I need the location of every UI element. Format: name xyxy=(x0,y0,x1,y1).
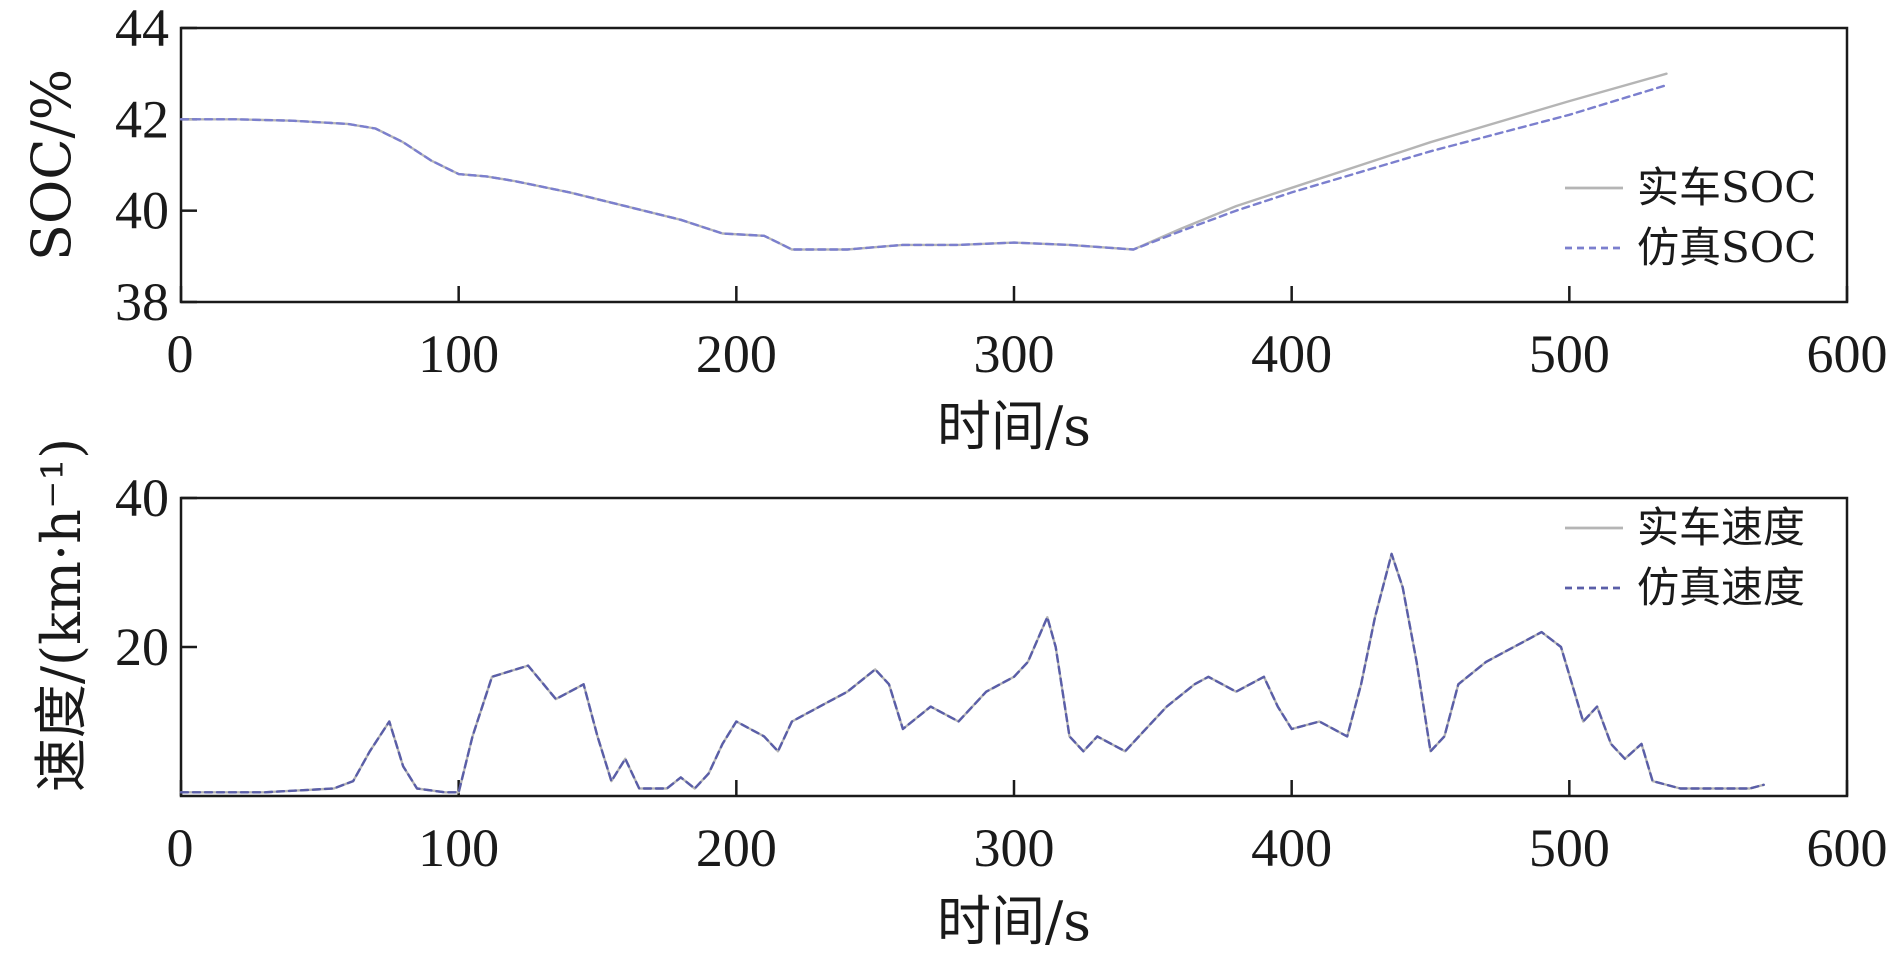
soc-y-tick-label: 38 xyxy=(115,272,169,332)
soc-x-axis-title: 时间/s xyxy=(937,395,1091,458)
speed-plot-frame xyxy=(179,496,1849,798)
speed-x-axis-title: 时间/s xyxy=(937,890,1091,953)
soc-legend: 实车SOC 仿真SOC xyxy=(1565,163,1816,272)
speed-series xyxy=(179,552,1765,794)
speed-x-tick-label: 300 xyxy=(974,818,1055,878)
soc-y-tick-label: 44 xyxy=(115,0,169,58)
soc-x-tick-label: 600 xyxy=(1807,324,1888,384)
soc-legend-label-1: 实车SOC xyxy=(1637,163,1816,212)
soc-x-ticks: 0 100 200 300 400 500 600 xyxy=(167,286,1888,384)
soc-series-line-1 xyxy=(179,72,1668,251)
speed-x-tick-label: 100 xyxy=(418,818,499,878)
soc-x-tick-label: 500 xyxy=(1529,324,1610,384)
speed-x-tick-label: 0 xyxy=(167,818,194,878)
speed-y-tick-label: 20 xyxy=(115,617,169,677)
speed-series-line-1 xyxy=(179,552,1765,794)
speed-series-line-2 xyxy=(179,552,1765,794)
speed-x-ticks: 0 100 200 300 400 500 600 xyxy=(167,780,1888,878)
soc-legend-label-2: 仿真SOC xyxy=(1637,223,1816,272)
soc-x-tick-label: 0 xyxy=(167,324,194,384)
soc-x-tick-label: 300 xyxy=(974,324,1055,384)
speed-y-tick-label: 40 xyxy=(115,468,169,528)
soc-plot-frame xyxy=(179,26,1849,304)
speed-x-tick-label: 200 xyxy=(696,818,777,878)
soc-y-axis-title: SOC/% xyxy=(20,69,83,261)
soc-y-tick-label: 42 xyxy=(115,89,169,149)
speed-legend-label-2: 仿真速度 xyxy=(1637,563,1805,612)
soc-y-ticks: 38 40 42 44 xyxy=(115,0,197,332)
soc-series xyxy=(179,72,1668,251)
soc-x-tick-label: 100 xyxy=(418,324,499,384)
soc-x-tick-label: 400 xyxy=(1251,324,1332,384)
speed-x-tick-label: 400 xyxy=(1251,818,1332,878)
soc-x-tick-label: 200 xyxy=(696,324,777,384)
speed-legend-label-1: 实车速度 xyxy=(1637,503,1805,552)
speed-y-axis-title: 速度/(km·h⁻¹) xyxy=(30,438,93,792)
speed-x-tick-label: 600 xyxy=(1807,818,1888,878)
soc-y-tick-label: 40 xyxy=(115,181,169,241)
speed-x-tick-label: 500 xyxy=(1529,818,1610,878)
soc-series-line-2 xyxy=(179,83,1668,251)
